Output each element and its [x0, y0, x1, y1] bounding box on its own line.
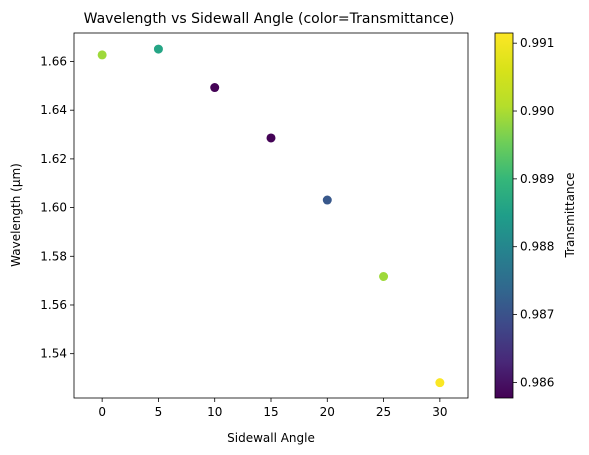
x-tick-label: 25: [376, 405, 391, 419]
colorbar-label: Transmittance: [563, 172, 577, 258]
scatter-point: [435, 378, 445, 388]
colorbar-tick-label: 0.988: [520, 240, 554, 254]
y-tick-label: 1.62: [40, 152, 67, 166]
y-axis-label: Wavelength (µm): [9, 163, 23, 267]
x-tick-label: 10: [207, 405, 222, 419]
y-tick-label: 1.56: [40, 298, 67, 312]
colorbar-tick-label: 0.987: [520, 308, 554, 322]
x-tick-label: 15: [263, 405, 278, 419]
colorbar: [494, 32, 514, 399]
y-tick-label: 1.66: [40, 54, 67, 68]
y-tick-label: 1.58: [40, 249, 67, 263]
scatter-point: [210, 83, 220, 93]
y-tick-label: 1.54: [40, 347, 67, 361]
colorbar-tick-label: 0.989: [520, 172, 554, 186]
x-axis-ticks: 0 5 10 15 20 25 30: [98, 398, 447, 419]
scatter-point: [153, 44, 163, 54]
chart-title: Wavelength vs Sidewall Angle (color=Tran…: [84, 11, 455, 27]
scatter-point: [266, 133, 276, 143]
y-tick-label: 1.64: [40, 103, 67, 117]
scatter-point: [379, 271, 389, 281]
scatter-point: [322, 195, 332, 205]
x-axis-label: Sidewall Angle: [227, 431, 315, 445]
data-points: [97, 44, 445, 388]
colorbar-tick-label: 0.986: [520, 375, 554, 389]
colorbar-tick-label: 0.991: [520, 36, 554, 50]
x-tick-label: 0: [98, 405, 106, 419]
x-tick-label: 30: [432, 405, 447, 419]
colorbar-ticks: 0.986 0.987 0.988 0.989 0.990 0.991: [513, 36, 554, 389]
x-tick-label: 20: [320, 405, 335, 419]
x-tick-label: 5: [155, 405, 163, 419]
y-tick-label: 1.60: [40, 201, 67, 215]
plot-frame: [73, 32, 469, 399]
y-axis-ticks: 1.54 1.56 1.58 1.60 1.62 1.64 1.66: [40, 54, 74, 361]
scatter-point: [97, 50, 107, 60]
colorbar-tick-label: 0.990: [520, 104, 554, 118]
